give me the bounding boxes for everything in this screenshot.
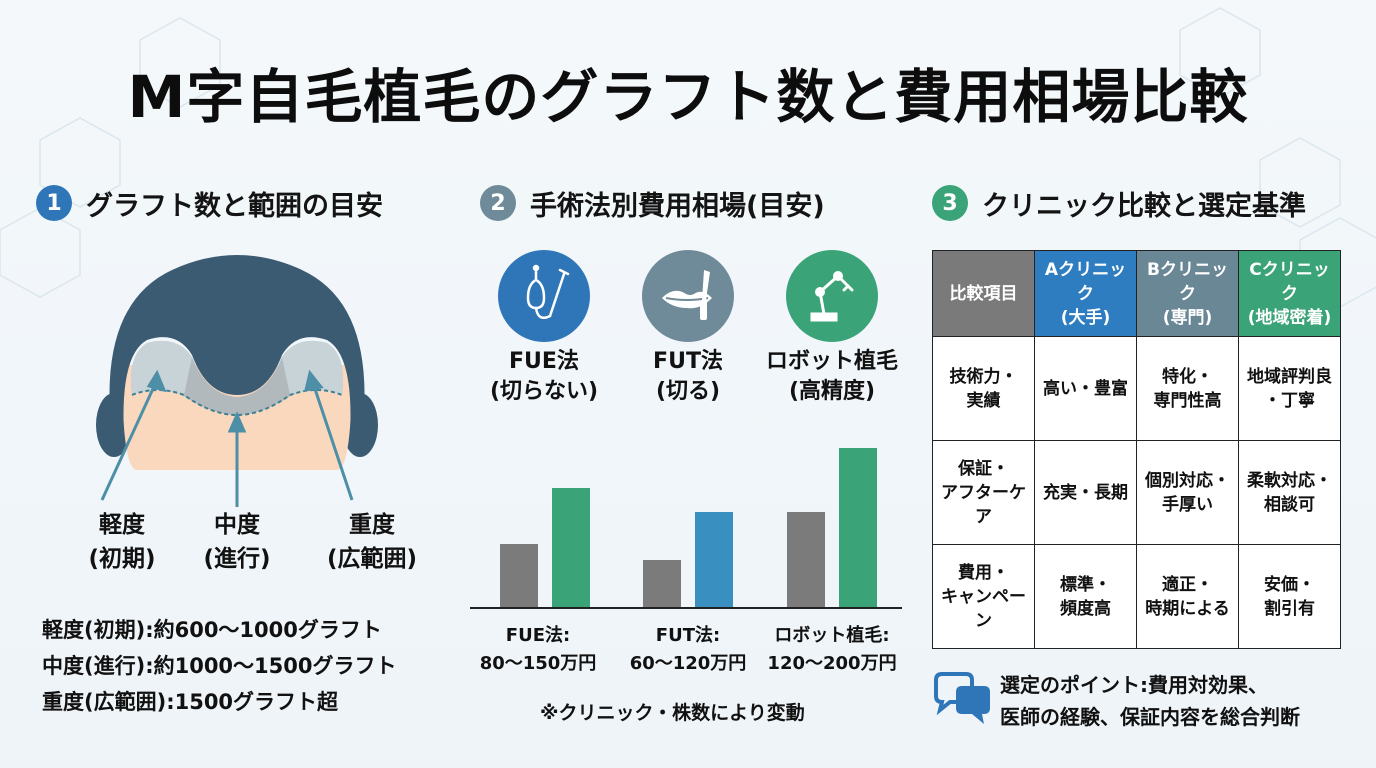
- row-label-cost: 費用・ キャンペーン: [932, 544, 1035, 649]
- method-fut: FUT法 (切る): [653, 349, 723, 404]
- graft-item: 軽度(初期):約600〜1000グラフト: [42, 618, 382, 642]
- table-cell: 特化・ 専門性高: [1136, 336, 1239, 441]
- section2-heading: 2 手術法別費用相場(目安): [480, 183, 825, 223]
- table-cell: 標準・ 頻度高: [1034, 544, 1137, 649]
- table-cell: 充実・長期: [1034, 440, 1137, 545]
- page-title: M字自毛植毛のグラフト数と費用相場比較: [127, 63, 1249, 131]
- table-header-clinic-a: Aクリニック (大手): [1034, 250, 1137, 337]
- section3-title: クリニック比較と選定基準: [982, 190, 1306, 222]
- section2-number: 2: [480, 185, 516, 221]
- scalpel-icon: [642, 250, 734, 342]
- cost-fut: FUT法: 60〜120万円: [629, 625, 747, 674]
- graft-count-list: 軽度(初期):約600〜1000グラフト 中度(進行):約1000〜1500グラ…: [42, 612, 397, 720]
- selection-point: 選定のポイント:費用対効果、 医師の経験、保証内容を総合判断: [1000, 673, 1300, 729]
- chart-bar-max-2: [695, 512, 733, 608]
- graft-item: 中度(進行):約1000〜1500グラフト: [42, 654, 397, 678]
- section1-heading: 1 グラフト数と範囲の目安: [36, 183, 383, 223]
- chart-bar-max-3: [839, 448, 877, 608]
- table-row: 技術力・ 実績 高い・豊富 特化・ 専門性高 地域評判良 ・丁寧: [932, 336, 1341, 441]
- chart-bar-max-1: [552, 488, 590, 608]
- severity-moderate: 中度 (進行): [203, 512, 271, 572]
- severity-mild: 軽度 (初期): [88, 512, 156, 572]
- table-cell: 個別対応・ 手厚い: [1136, 440, 1239, 545]
- table-row: 費用・ キャンペーン 標準・ 頻度高 適正・ 時期による 安価・ 割引有: [932, 544, 1341, 649]
- severity-severe: 重度 (広範囲): [326, 512, 418, 572]
- chart-bar-min-3: [787, 512, 825, 608]
- table-header-clinic-b: Bクリニック (専門): [1136, 250, 1239, 337]
- cost-fue: FUE法: 80〜150万円: [479, 625, 597, 674]
- robot-arm-icon: [786, 250, 878, 342]
- row-label-warranty: 保証・ アフターケア: [932, 440, 1035, 545]
- clinic-comparison-table: 比較項目 Aクリニック (大手) Bクリニック (専門) Cクリニック (地域密着) …: [932, 250, 1341, 649]
- graft-item: 重度(広範囲):1500グラフト超: [42, 690, 339, 714]
- table-cell: 適正・ 時期による: [1136, 544, 1239, 649]
- cost-robot: ロボット植毛: 120〜200万円: [767, 625, 897, 674]
- section2-title: 手術法別費用相場(目安): [530, 190, 825, 222]
- section1-number: 1: [36, 185, 72, 221]
- fue-punch-icon: [498, 250, 590, 342]
- table-header-row: 比較項目 Aクリニック (大手) Bクリニック (専門) Cクリニック (地域密着): [932, 250, 1341, 337]
- table-cell: 柔軟対応・ 相談可: [1238, 440, 1341, 545]
- table-cell: 地域評判良 ・丁寧: [1238, 336, 1341, 441]
- table-cell: 高い・豊富: [1034, 336, 1137, 441]
- table-header-clinic-c: Cクリニック (地域密着): [1238, 250, 1341, 337]
- section3-heading: 3 クリニック比較と選定基準: [932, 183, 1306, 223]
- table-cell: 安価・ 割引有: [1238, 544, 1341, 649]
- section1-title: グラフト数と範囲の目安: [86, 190, 383, 222]
- speech-bubbles-icon: [934, 672, 990, 724]
- method-robot: ロボット植毛 (高精度): [765, 349, 898, 404]
- row-label-tech: 技術力・ 実績: [932, 336, 1035, 441]
- head-illustration: [96, 255, 378, 507]
- cost-note: ※クリニック・株数により変動: [540, 702, 805, 724]
- table-header-item: 比較項目: [932, 250, 1035, 337]
- chart-bar-min-1: [500, 544, 538, 608]
- cost-bar-chart: [470, 448, 902, 609]
- section3-number: 3: [932, 185, 968, 221]
- chart-bar-min-2: [643, 560, 681, 608]
- table-row: 保証・ アフターケア 充実・長期 個別対応・ 手厚い 柔軟対応・ 相談可: [932, 440, 1341, 545]
- method-fue: FUE法 (切らない): [489, 349, 599, 404]
